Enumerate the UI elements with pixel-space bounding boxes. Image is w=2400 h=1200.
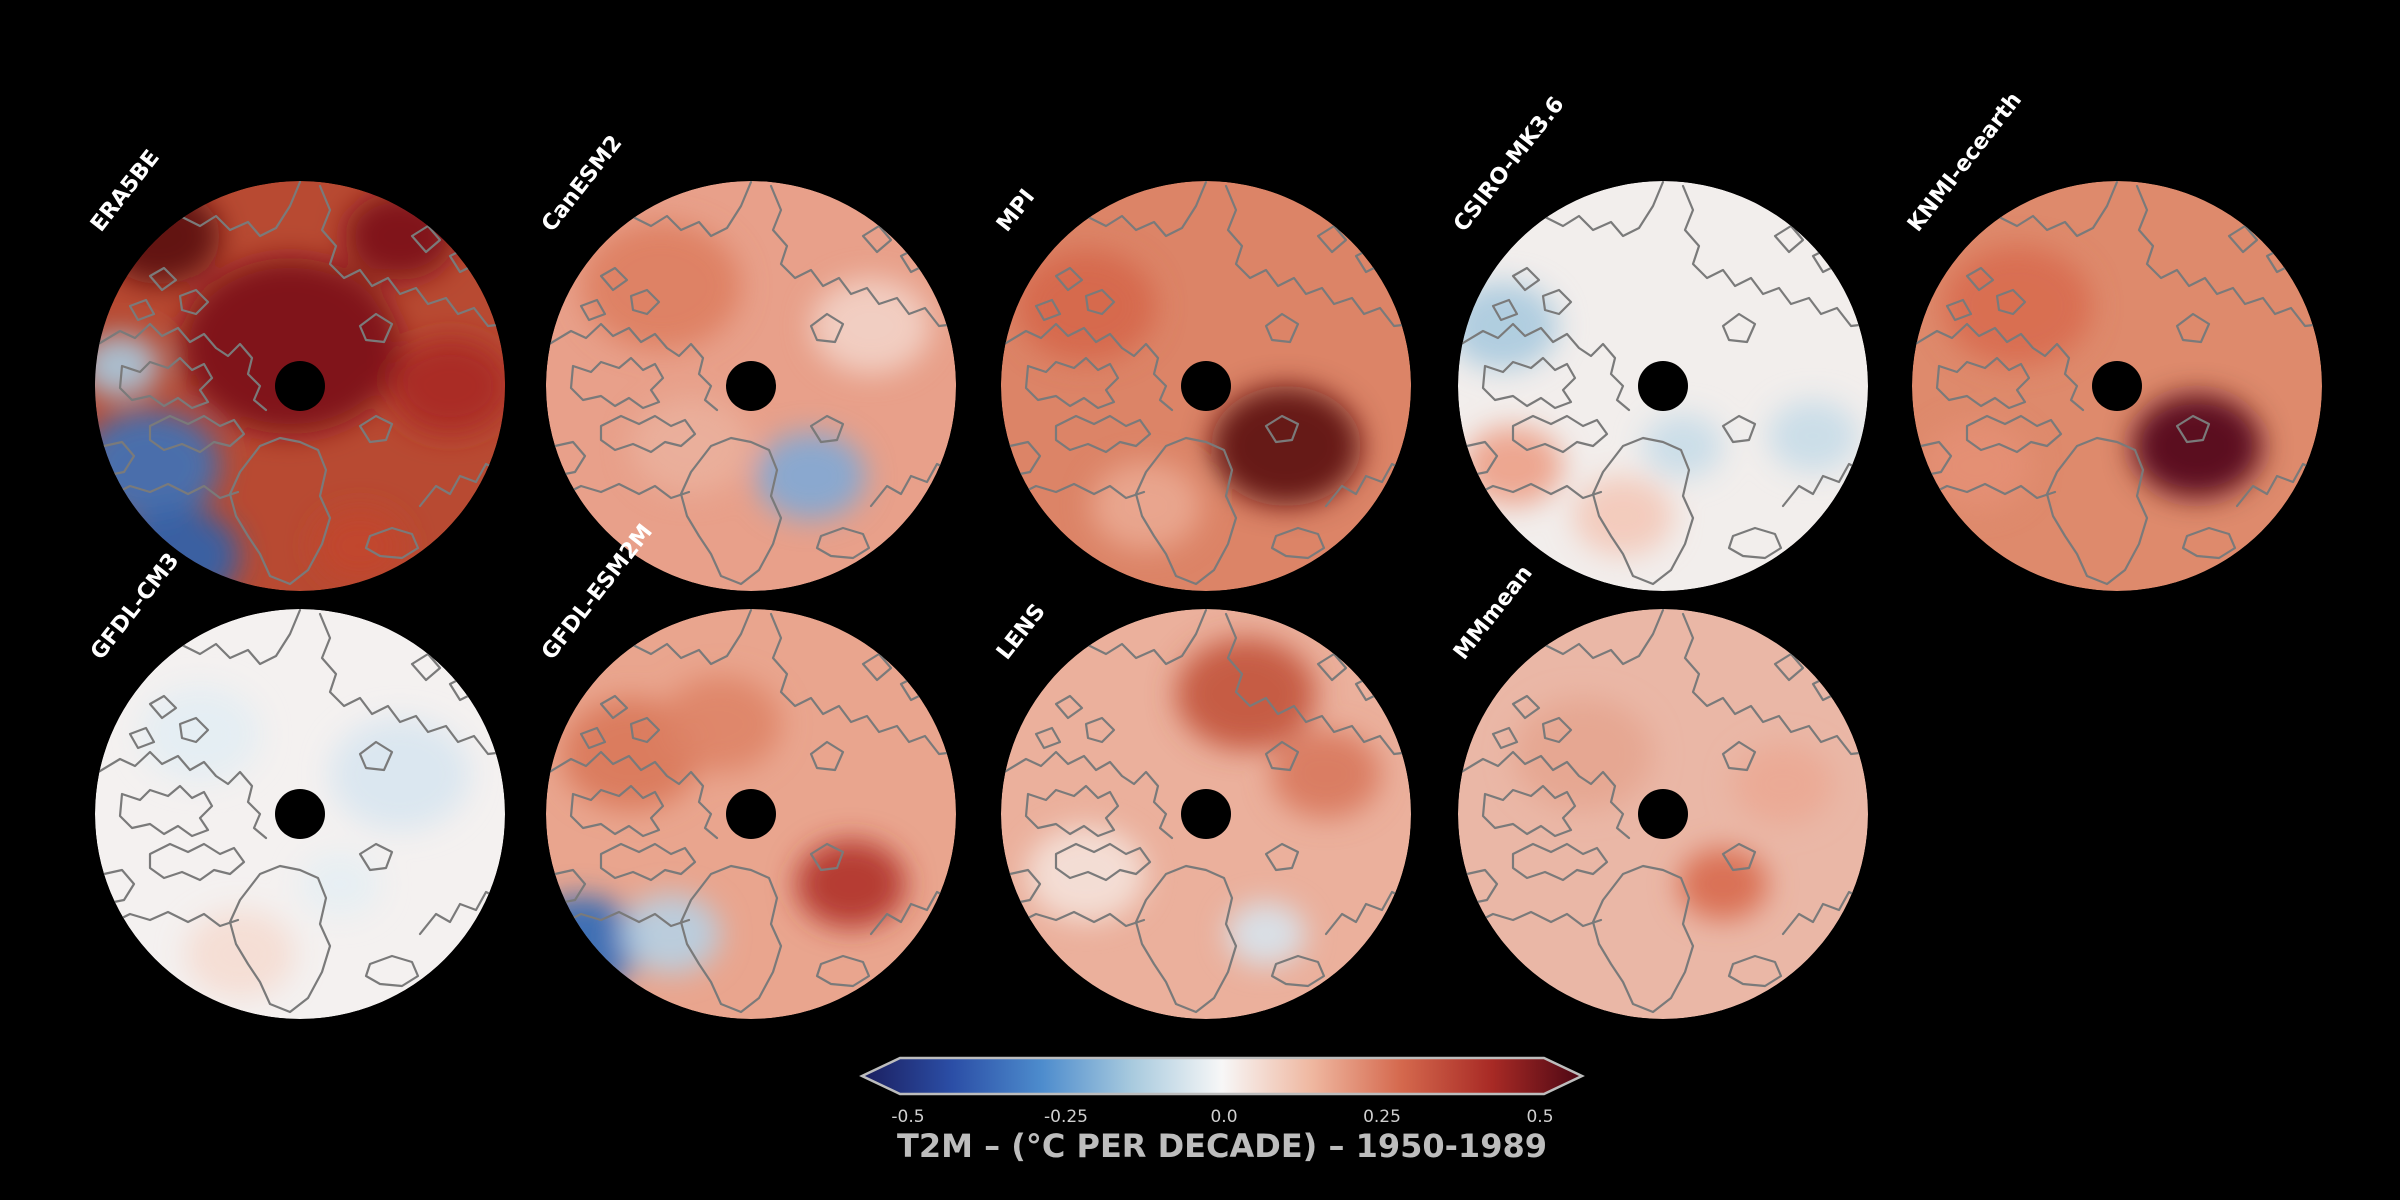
panel-label: MMmean	[1449, 561, 1538, 665]
anomaly-blob	[95, 334, 160, 398]
pole-hole	[1181, 361, 1231, 411]
anomaly-blob	[1176, 638, 1316, 750]
anomaly-blob	[180, 258, 400, 434]
anomaly-blob	[581, 222, 741, 350]
anomaly-blob	[330, 718, 470, 830]
anomaly-blob	[1271, 730, 1381, 818]
map-field	[95, 181, 505, 591]
anomaly-blob	[1768, 400, 1858, 472]
anomaly-blob	[1226, 902, 1306, 966]
anomaly-blob	[1458, 282, 1558, 370]
anomaly-field	[95, 188, 505, 591]
anomaly-field	[1513, 698, 1833, 920]
panel-label: LENS	[992, 599, 1051, 664]
map-panel-canesm2: CanESM2	[537, 131, 956, 591]
anomaly-field	[1458, 282, 1858, 556]
anomaly-blob	[661, 676, 781, 772]
anomaly-blob	[185, 910, 295, 998]
anomaly-blob	[1733, 744, 1833, 824]
panel-label: GFDL-CM3	[86, 549, 184, 665]
colorbar-bar	[859, 1056, 1585, 1096]
map-panel-mpi: MPI	[992, 181, 1411, 591]
anomaly-blob	[1942, 246, 2092, 366]
anomaly-blob	[621, 894, 721, 974]
anomaly-blob	[345, 192, 455, 280]
anomaly-blob	[1643, 414, 1723, 478]
anomaly-blob	[796, 840, 906, 928]
anomaly-field	[140, 686, 470, 998]
panel-grid: ERA5BE CanESM2 MPI CSIRO-MK3.6 KNMI-ecearth G…	[86, 88, 2322, 1019]
colorbar-title: T2M – (°C PER DECADE) – 1950-1989	[897, 1127, 1547, 1165]
map-panel-gfdl-cm3: GFDL-CM3	[86, 549, 505, 1019]
anomaly-field	[581, 222, 931, 520]
anomaly-blob	[631, 398, 751, 494]
panel-label: MPI	[992, 185, 1040, 237]
pole-hole	[726, 789, 776, 839]
anomaly-blob	[1678, 848, 1768, 920]
anomaly-blob	[1026, 826, 1146, 922]
map-panel-knmi: KNMI-ecearth	[1903, 88, 2322, 591]
map-panel-csiro: CSIRO-MK3.6	[1449, 92, 1868, 591]
colorbar-tick-label: -0.25	[1044, 1107, 1088, 1127]
panel-label: CanESM2	[537, 131, 627, 237]
pole-hole	[1638, 361, 1688, 411]
pole-hole	[2092, 361, 2142, 411]
colorbar-tick-label: 0.0	[1210, 1107, 1237, 1127]
anomaly-blob	[1016, 250, 1156, 362]
anomaly-field	[1016, 250, 1361, 550]
pole-hole	[1181, 789, 1231, 839]
pole-hole	[275, 361, 325, 411]
colorbar-tick-label: 0.25	[1363, 1107, 1401, 1127]
anomaly-blob	[1922, 422, 2032, 510]
colorbar-tick-labels: -0.5 -0.25 0.0 0.25 0.5	[891, 1107, 1553, 1127]
pole-hole	[275, 789, 325, 839]
pole-hole	[1638, 789, 1688, 839]
anomaly-blob	[1091, 462, 1201, 550]
colorbar: -0.5 -0.25 0.0 0.25 0.5 T2M – (°C PER DECADE…	[859, 1056, 1585, 1165]
panel-label: ERA5BE	[86, 146, 165, 237]
anomaly-blob	[140, 686, 260, 782]
map-panel-era5be: ERA5BE	[86, 146, 505, 591]
map-panel-gfdl-esm2m: GFDL-ESM2M	[537, 520, 956, 1019]
anomaly-blob	[1211, 386, 1361, 506]
map-panel-lens: LENS	[992, 599, 1411, 1019]
anomaly-blob	[1573, 476, 1673, 556]
colorbar-tick-label: 0.5	[1526, 1107, 1553, 1127]
anomaly-blob	[2132, 394, 2262, 498]
anomaly-blob	[300, 852, 380, 916]
map-panel-mmmean: MMmean	[1449, 561, 1868, 1019]
colorbar-tick-label: -0.5	[891, 1107, 924, 1127]
pole-hole	[726, 361, 776, 411]
anomaly-blob	[1513, 698, 1653, 810]
anomaly-blob	[756, 432, 866, 520]
anomaly-blob	[315, 510, 405, 582]
anomaly-blob	[390, 338, 505, 434]
